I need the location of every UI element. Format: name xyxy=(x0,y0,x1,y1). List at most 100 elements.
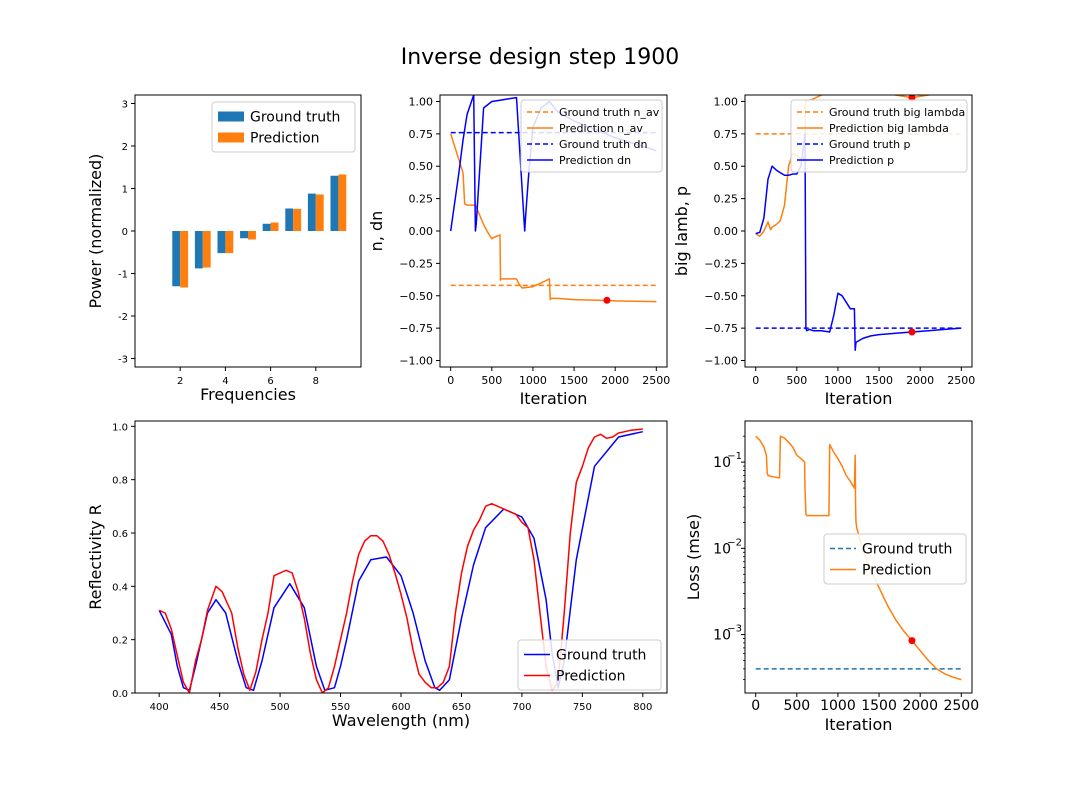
y-tick-label: 0.75 xyxy=(409,128,434,141)
y-tick-label: 0.00 xyxy=(409,225,434,238)
y-tick-label: −0.50 xyxy=(399,290,433,303)
legend-label: Prediction xyxy=(862,563,932,579)
x-tick-label: 500 xyxy=(481,374,502,387)
bar xyxy=(307,193,316,231)
y-tick-label: 0.25 xyxy=(409,193,434,206)
bar xyxy=(202,231,211,268)
x-tick-label: 1000 xyxy=(519,374,547,387)
series-line-prediction xyxy=(755,435,962,681)
x-tick-label: 500 xyxy=(783,698,810,714)
y-tick-label: 2 xyxy=(122,142,128,153)
x-tick-label: 0 xyxy=(751,698,760,714)
x-tick-label: 1500 xyxy=(861,698,897,714)
y-tick-label: -3 xyxy=(118,355,128,366)
current-step-marker xyxy=(908,637,916,645)
x-tick-label: 750 xyxy=(573,702,592,713)
y-tick-label: 1.00 xyxy=(409,95,434,108)
x-axis-label: Iteration xyxy=(825,389,893,408)
y-axis-label: Loss (mse) xyxy=(684,514,703,600)
y-tick-label: 1.0 xyxy=(112,422,128,433)
current-step-marker xyxy=(908,328,916,336)
x-tick-label: 600 xyxy=(391,702,410,713)
y-tick-label: 10 xyxy=(713,628,731,644)
chart-loss: 0 500 1000 1500 2000 250010−310−210−1Iteratio… xyxy=(684,420,979,734)
x-tick-label: 2500 xyxy=(943,698,979,714)
chart-biglamb-p: 0 500 1000 1500 2000 2500 −1.00 −0.75 −0.50 −0.25… xyxy=(672,94,975,408)
y-tick-exponent: −1 xyxy=(727,451,742,462)
axes-frame xyxy=(744,94,973,368)
bar xyxy=(248,231,256,240)
y-tick-label: 1.00 xyxy=(714,95,739,108)
y-tick-label: −0.50 xyxy=(704,290,738,303)
bar xyxy=(194,231,203,269)
y-tick-label: −1.00 xyxy=(399,355,433,368)
x-tick-label: 2500 xyxy=(642,374,670,387)
bar xyxy=(338,174,347,231)
axes-frame xyxy=(439,94,668,368)
legend-label: Prediction xyxy=(556,669,626,685)
bar xyxy=(330,175,339,231)
x-tick-label: 1500 xyxy=(560,374,588,387)
bar xyxy=(270,222,279,231)
legend-label: Prediction n_av xyxy=(559,122,643,135)
axes-frame xyxy=(134,420,668,694)
y-tick-label: −0.25 xyxy=(399,257,433,270)
legend-label: Prediction dn xyxy=(559,154,631,167)
y-tick-label: 0.25 xyxy=(714,193,739,206)
current-step-marker xyxy=(603,296,611,304)
y-axis-label: Reflectivity R xyxy=(86,504,105,610)
y-tick-label: 0 xyxy=(122,227,128,238)
x-tick-label: 2000 xyxy=(601,374,629,387)
legend-label: Ground truth xyxy=(250,110,340,126)
y-tick-label: 10 xyxy=(713,541,731,557)
y-tick-label: −0.75 xyxy=(704,322,738,335)
legend-box xyxy=(520,99,663,173)
x-tick-label: 800 xyxy=(633,702,652,713)
y-tick-exponent: −2 xyxy=(727,537,742,548)
series-layer xyxy=(755,435,962,681)
legend-swatch xyxy=(218,132,244,143)
bar xyxy=(285,208,294,231)
y-tick-label: 0.2 xyxy=(112,636,128,647)
series-line-prediction-p xyxy=(755,133,962,351)
bar xyxy=(293,208,302,231)
x-axis-label: Frequencies xyxy=(200,385,296,404)
x-tick-label: 0 xyxy=(752,374,759,387)
figure-title: Inverse design step 1900 xyxy=(401,45,680,70)
chart-reflectivity: 400 450 500 550 600 650 700 750 800 0.0 0.2 0.4 0.6 0… xyxy=(86,420,668,730)
x-tick-label: 450 xyxy=(210,702,229,713)
legend-label: Prediction p xyxy=(829,154,894,167)
x-tick-label: 700 xyxy=(512,702,531,713)
legend-label: Ground truth n_av xyxy=(559,106,660,119)
legend-swatch xyxy=(218,111,244,122)
y-tick-label: 0.50 xyxy=(409,160,434,173)
y-tick-label: 3 xyxy=(122,100,128,111)
x-tick-label: 550 xyxy=(331,702,350,713)
x-tick-label: 400 xyxy=(150,702,169,713)
legend-box xyxy=(790,99,968,173)
x-tick-label: 1000 xyxy=(820,698,856,714)
legend-box xyxy=(823,533,967,585)
bar xyxy=(217,231,226,254)
y-tick-label: 10 xyxy=(713,455,731,471)
y-tick-label: -2 xyxy=(118,312,128,323)
x-tick-label: 2000 xyxy=(906,374,934,387)
x-tick-label: 2500 xyxy=(947,374,975,387)
series-line-prediction-n-av xyxy=(449,133,657,303)
x-axis-label: Iteration xyxy=(520,389,588,408)
y-tick-label: −0.75 xyxy=(399,322,433,335)
x-tick-label: 2 xyxy=(177,376,183,387)
x-axis-label: Iteration xyxy=(825,715,893,734)
legend-label: Ground truth xyxy=(556,648,646,664)
x-tick-label: 6 xyxy=(267,376,273,387)
x-axis-label: Wavelength (nm) xyxy=(332,711,470,730)
bar xyxy=(172,231,181,287)
y-tick-label: -1 xyxy=(118,270,128,281)
series-line-ground-truth xyxy=(158,430,643,692)
legend-box xyxy=(211,101,356,153)
y-tick-label: 0.0 xyxy=(112,689,128,700)
x-tick-label: 4 xyxy=(222,376,228,387)
y-tick-label: 0.50 xyxy=(714,160,739,173)
legend-label: Ground truth p xyxy=(829,138,911,151)
chart-nav-dn: 0 500 1000 1500 2000 2500 −1.00 −0.75 −0.50 −0.25… xyxy=(367,94,670,408)
